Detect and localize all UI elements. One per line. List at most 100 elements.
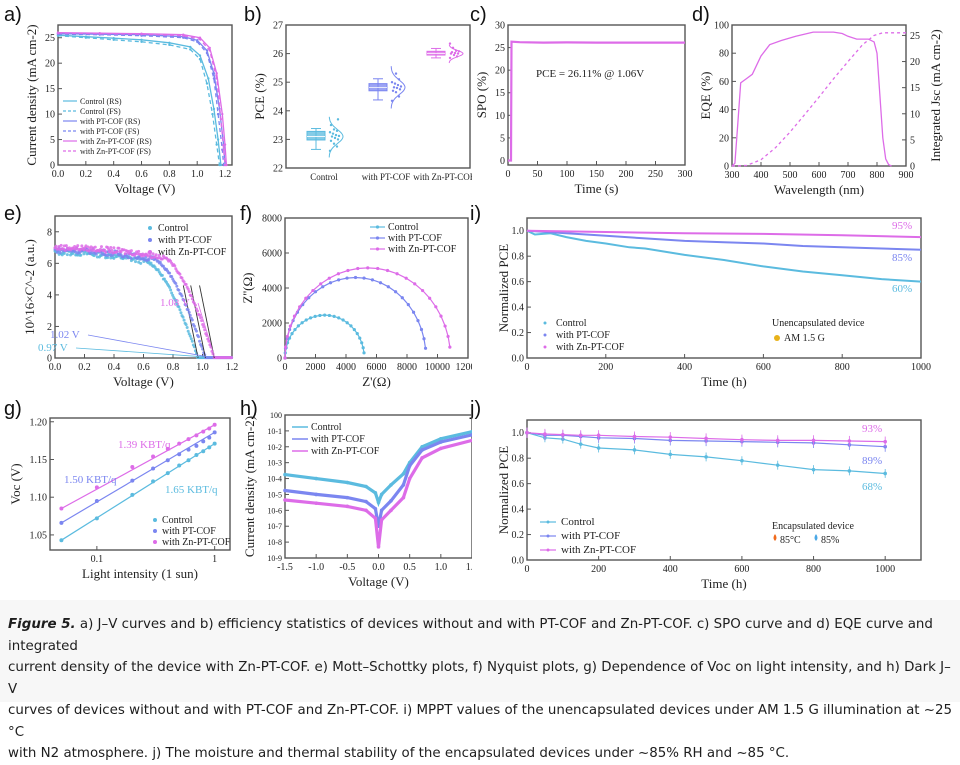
legend-marker [148, 226, 152, 230]
y-tick-label: 0.2 [512, 530, 525, 541]
panel-label-i: i) [470, 203, 482, 225]
data-point [117, 246, 121, 250]
y-tick-label: 1.05 [30, 530, 48, 541]
x-tick-label: 1 [212, 554, 217, 565]
data-point [453, 51, 457, 55]
data-point [137, 249, 141, 253]
x-tick-label: 0 [506, 169, 511, 180]
legend-label: with PT-COF [162, 526, 216, 537]
y-tick-label: 4 [47, 290, 52, 301]
data-point [207, 445, 212, 450]
y-tick-label: 0 [47, 354, 52, 365]
data-point [370, 278, 375, 282]
data-point [373, 491, 378, 495]
y-axis-label: SPO (%) [474, 72, 489, 119]
data-point [174, 281, 178, 285]
y-tick-label: 5 [50, 135, 55, 146]
data-point [94, 498, 99, 503]
data-point [203, 328, 207, 332]
data-point [177, 441, 182, 446]
x-tick-label: 200 [619, 169, 634, 180]
x-axis-label: Wavelength (nm) [774, 182, 864, 197]
x-tick-label: 0 [525, 564, 530, 575]
data-point [398, 88, 402, 91]
x-tick-label: 300 [725, 170, 740, 181]
y-tick-label: 15 [45, 84, 55, 95]
data-point [184, 303, 188, 307]
data-point [407, 476, 412, 481]
caption-line-4: with N2 atmosphere. j) The moisture and … [8, 746, 790, 761]
end-value-label: 85% [892, 252, 912, 264]
data-point [54, 244, 58, 248]
data-point [360, 341, 364, 345]
x-tick-label: 0.4 [107, 169, 120, 180]
y-tick-label: 10-8 [267, 538, 282, 547]
data-point [123, 252, 127, 256]
data-point [208, 46, 211, 50]
y-tick-label: 0.4 [512, 303, 525, 314]
data-point [106, 256, 110, 260]
chart-mott-schottky: 0.0 0.2 0.4 0.6 0.8 1.0 1.2 0 2 4 6 8 Voltage (V) 10^… [22, 215, 238, 389]
data-point [189, 48, 192, 51]
data-point [161, 264, 165, 268]
data-point [201, 429, 206, 434]
data-point [332, 142, 336, 145]
y-tick-label: 10-4 [267, 475, 282, 484]
data-point [883, 471, 887, 476]
data-point [419, 327, 424, 332]
data-point [151, 466, 156, 471]
x-tick-label: -1.5 [277, 562, 293, 573]
x-tick-label: 150 [589, 169, 604, 180]
data-point [180, 294, 184, 298]
data-point [448, 56, 452, 60]
legend-label: with PT-COF [388, 233, 442, 244]
vbi-annotation: 1.08 V [160, 297, 190, 309]
data-point [883, 439, 887, 444]
data-point [201, 439, 206, 444]
series-line-5 [57, 32, 226, 166]
legend-label: Control [388, 222, 419, 233]
data-point [177, 305, 181, 309]
data-point [775, 463, 780, 467]
data-point [59, 506, 64, 511]
x-tick-label: 1000 [875, 564, 895, 575]
y2-tick-label: 15 [910, 83, 920, 94]
spo-annotation: PCE = 26.11% @ 1.06V [536, 68, 644, 80]
y2-tick-label: 20 [910, 57, 920, 68]
y-axis-label: Normalized PCE [496, 244, 511, 333]
data-point [376, 266, 380, 271]
y-tick-label: 100 [270, 411, 282, 420]
fit-line-1 [61, 431, 215, 524]
data-point [314, 501, 318, 505]
y-tick-label: 27 [273, 21, 283, 32]
data-point [192, 345, 196, 349]
data-point [847, 469, 852, 473]
legend-label: with Zn-PT-COF [556, 342, 625, 353]
legend-label: with Zn-PT-COF [561, 544, 636, 556]
condition-item: 85°C [780, 535, 801, 546]
data-point [189, 45, 192, 49]
data-point [165, 458, 170, 463]
data-point [187, 332, 191, 336]
data-point [332, 128, 336, 131]
y-tick-label: 8000 [262, 214, 282, 225]
data-point [185, 325, 189, 329]
data-point [104, 250, 108, 254]
data-point [215, 143, 218, 146]
legend-marker [375, 225, 380, 229]
y-axis-label: EQE (%) [698, 71, 713, 119]
data-point [182, 36, 185, 39]
y-tick-label: 10-3 [267, 459, 282, 468]
data-point [407, 464, 412, 468]
series-line-4 [57, 31, 228, 166]
data-point [112, 38, 115, 41]
data-point [385, 268, 390, 273]
data-point [92, 254, 96, 258]
x-tick-label: 0 [525, 362, 530, 373]
y-tick-label: 26 [273, 49, 283, 60]
data-point [345, 495, 350, 500]
data-point [194, 433, 199, 438]
data-point [632, 434, 637, 439]
end-value-label: 93% [862, 423, 882, 435]
data-point [543, 432, 547, 436]
